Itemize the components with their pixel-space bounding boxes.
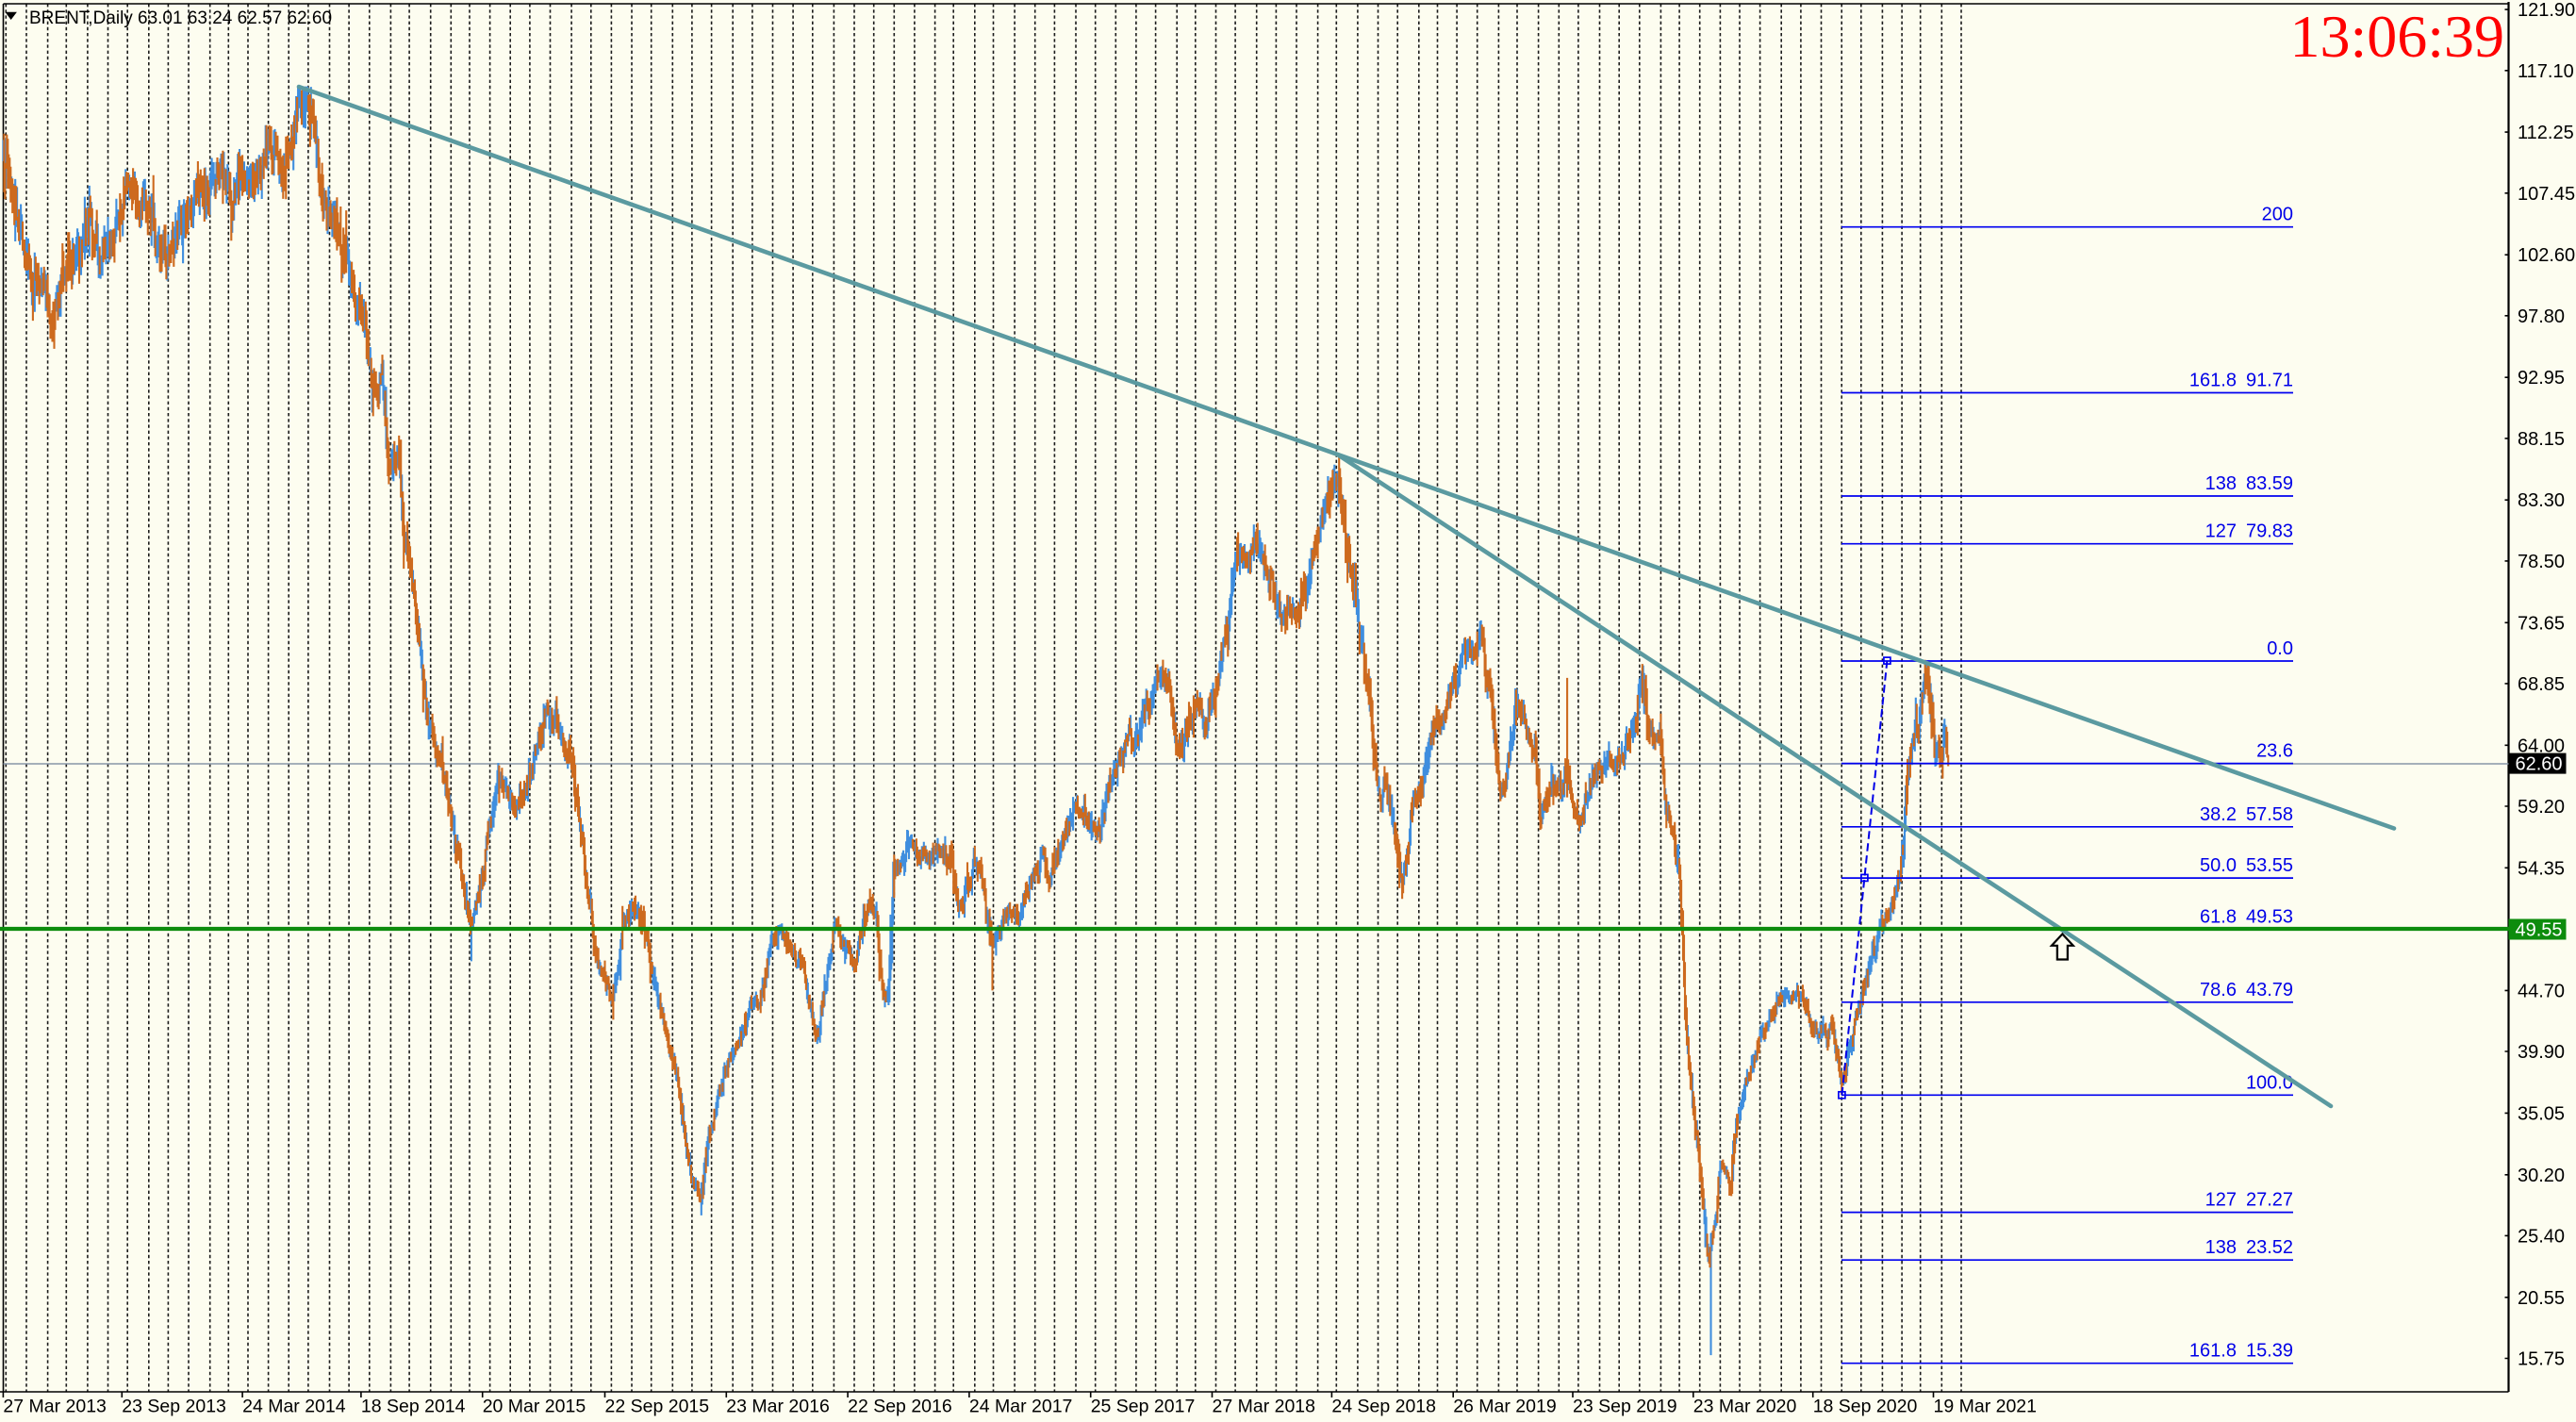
svg-text:24 Mar 2014: 24 Mar 2014 xyxy=(242,1397,346,1417)
svg-text:97.80: 97.80 xyxy=(2518,306,2565,327)
svg-text:24 Mar 2017: 24 Mar 2017 xyxy=(969,1397,1073,1417)
svg-text:23 Sep 2013: 23 Sep 2013 xyxy=(122,1397,226,1417)
svg-text:27 Mar 2013: 27 Mar 2013 xyxy=(3,1397,107,1417)
svg-text:18 Sep 2014: 18 Sep 2014 xyxy=(361,1397,466,1417)
svg-text:22 Sep 2015: 22 Sep 2015 xyxy=(605,1397,710,1417)
svg-text:78.6 43.79: 78.6 43.79 xyxy=(2200,980,2293,1000)
svg-text:107.45: 107.45 xyxy=(2518,184,2575,205)
svg-text:63.01 63.24 62.57 62.60: 63.01 63.24 62.57 62.60 xyxy=(138,8,332,28)
svg-text:BRENT,Daily: BRENT,Daily xyxy=(29,8,133,28)
svg-text:19 Mar 2021: 19 Mar 2021 xyxy=(1934,1397,2038,1417)
svg-text:25.40: 25.40 xyxy=(2518,1226,2565,1247)
svg-text:24 Sep 2018: 24 Sep 2018 xyxy=(1331,1397,1436,1417)
svg-text:35.05: 35.05 xyxy=(2518,1103,2565,1124)
svg-text:20 Mar 2015: 20 Mar 2015 xyxy=(483,1397,586,1417)
svg-text:100.0: 100.0 xyxy=(2246,1072,2293,1093)
svg-text:38.2 57.58: 38.2 57.58 xyxy=(2200,804,2293,825)
svg-text:13:06:39: 13:06:39 xyxy=(2289,3,2504,70)
svg-text:121.90: 121.90 xyxy=(2518,0,2575,21)
svg-text:83.30: 83.30 xyxy=(2518,490,2565,511)
svg-text:73.65: 73.65 xyxy=(2518,613,2565,634)
svg-text:61.8 49.53: 61.8 49.53 xyxy=(2200,906,2293,927)
svg-text:23 Mar 2020: 23 Mar 2020 xyxy=(1693,1397,1797,1417)
svg-text:20.55: 20.55 xyxy=(2518,1288,2565,1309)
svg-text:138 83.59: 138 83.59 xyxy=(2205,473,2293,494)
svg-text:102.60: 102.60 xyxy=(2518,245,2575,266)
svg-text:18 Sep 2020: 18 Sep 2020 xyxy=(1813,1397,1918,1417)
svg-text:88.15: 88.15 xyxy=(2518,429,2565,450)
svg-text:200: 200 xyxy=(2262,205,2293,225)
svg-text:112.25: 112.25 xyxy=(2518,123,2574,143)
svg-text:44.70: 44.70 xyxy=(2518,981,2565,1001)
svg-text:161.8 91.71: 161.8 91.71 xyxy=(2189,371,2293,391)
svg-text:15.75: 15.75 xyxy=(2518,1349,2565,1370)
svg-text:59.20: 59.20 xyxy=(2518,797,2565,818)
svg-text:138 23.52: 138 23.52 xyxy=(2205,1237,2293,1258)
svg-text:30.20: 30.20 xyxy=(2518,1166,2565,1186)
svg-text:68.85: 68.85 xyxy=(2518,674,2565,695)
svg-text:161.8 15.39: 161.8 15.39 xyxy=(2189,1341,2293,1362)
svg-text:127 79.83: 127 79.83 xyxy=(2205,521,2293,542)
svg-text:39.90: 39.90 xyxy=(2518,1042,2565,1063)
svg-text:23.6: 23.6 xyxy=(2256,741,2293,762)
svg-text:117.10: 117.10 xyxy=(2518,61,2574,82)
svg-text:127 27.27: 127 27.27 xyxy=(2205,1190,2293,1211)
svg-text:78.50: 78.50 xyxy=(2518,552,2565,572)
svg-text:62.60: 62.60 xyxy=(2516,754,2563,775)
svg-text:54.35: 54.35 xyxy=(2518,858,2565,879)
svg-text:26 Mar 2019: 26 Mar 2019 xyxy=(1453,1397,1557,1417)
svg-text:23 Mar 2016: 23 Mar 2016 xyxy=(726,1397,830,1417)
svg-text:22 Sep 2016: 22 Sep 2016 xyxy=(848,1397,952,1417)
svg-text:50.0 53.55: 50.0 53.55 xyxy=(2200,855,2293,876)
svg-text:49.55: 49.55 xyxy=(2516,920,2563,941)
svg-text:64.00: 64.00 xyxy=(2518,736,2565,756)
svg-text:25 Sep 2017: 25 Sep 2017 xyxy=(1091,1397,1196,1417)
svg-text:27 Mar 2018: 27 Mar 2018 xyxy=(1213,1397,1316,1417)
svg-text:92.95: 92.95 xyxy=(2518,368,2565,389)
svg-text:23 Sep 2019: 23 Sep 2019 xyxy=(1573,1397,1677,1417)
svg-text:0.0: 0.0 xyxy=(2267,638,2293,659)
